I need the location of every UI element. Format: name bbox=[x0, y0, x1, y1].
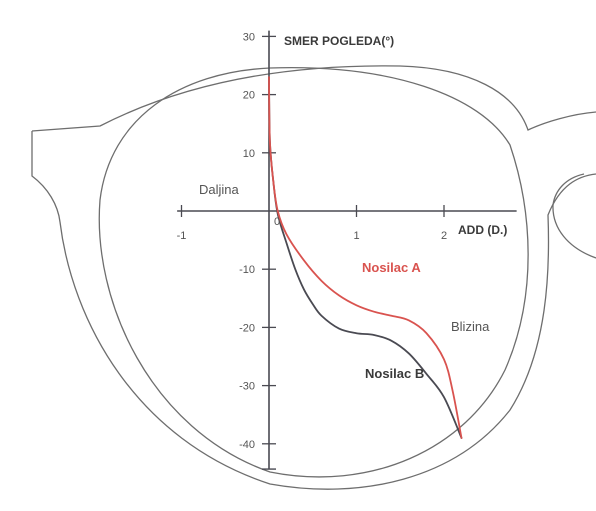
x-tick-label-2: 2 bbox=[441, 230, 447, 242]
y-tick-label-3: -10 bbox=[239, 264, 255, 276]
eyeglass-frame-illustration bbox=[31, 65, 596, 490]
annotation-far: Daljina bbox=[199, 182, 240, 197]
axes-group bbox=[177, 30, 517, 470]
y-tick-label-5: -30 bbox=[239, 381, 255, 393]
series-label-nosilac-a: Nosilac A bbox=[362, 260, 421, 275]
y-tick-label-4: -20 bbox=[239, 322, 255, 334]
annotation-near: Blizina bbox=[451, 319, 490, 334]
series-line-nosilac-b bbox=[268, 76, 463, 439]
series-line-nosilac-a bbox=[268, 76, 463, 439]
x-tick-label-0: -1 bbox=[177, 230, 187, 242]
y-tick-label-2: 10 bbox=[243, 148, 255, 160]
y-tick-label-1: 20 bbox=[243, 90, 255, 102]
series-label-nosilac-b: Nosilac B bbox=[365, 366, 424, 381]
x-tick-label-1: 1 bbox=[353, 230, 359, 242]
series-layer bbox=[268, 76, 463, 439]
x-axis-title: ADD (D.) bbox=[458, 223, 507, 237]
y-tick-label-6: -40 bbox=[239, 439, 255, 451]
x-tick-label-zero: 0 bbox=[274, 216, 280, 228]
y-tick-label-0: 30 bbox=[243, 31, 255, 43]
y-axis-title: SMER POGLEDA(°) bbox=[284, 34, 394, 48]
